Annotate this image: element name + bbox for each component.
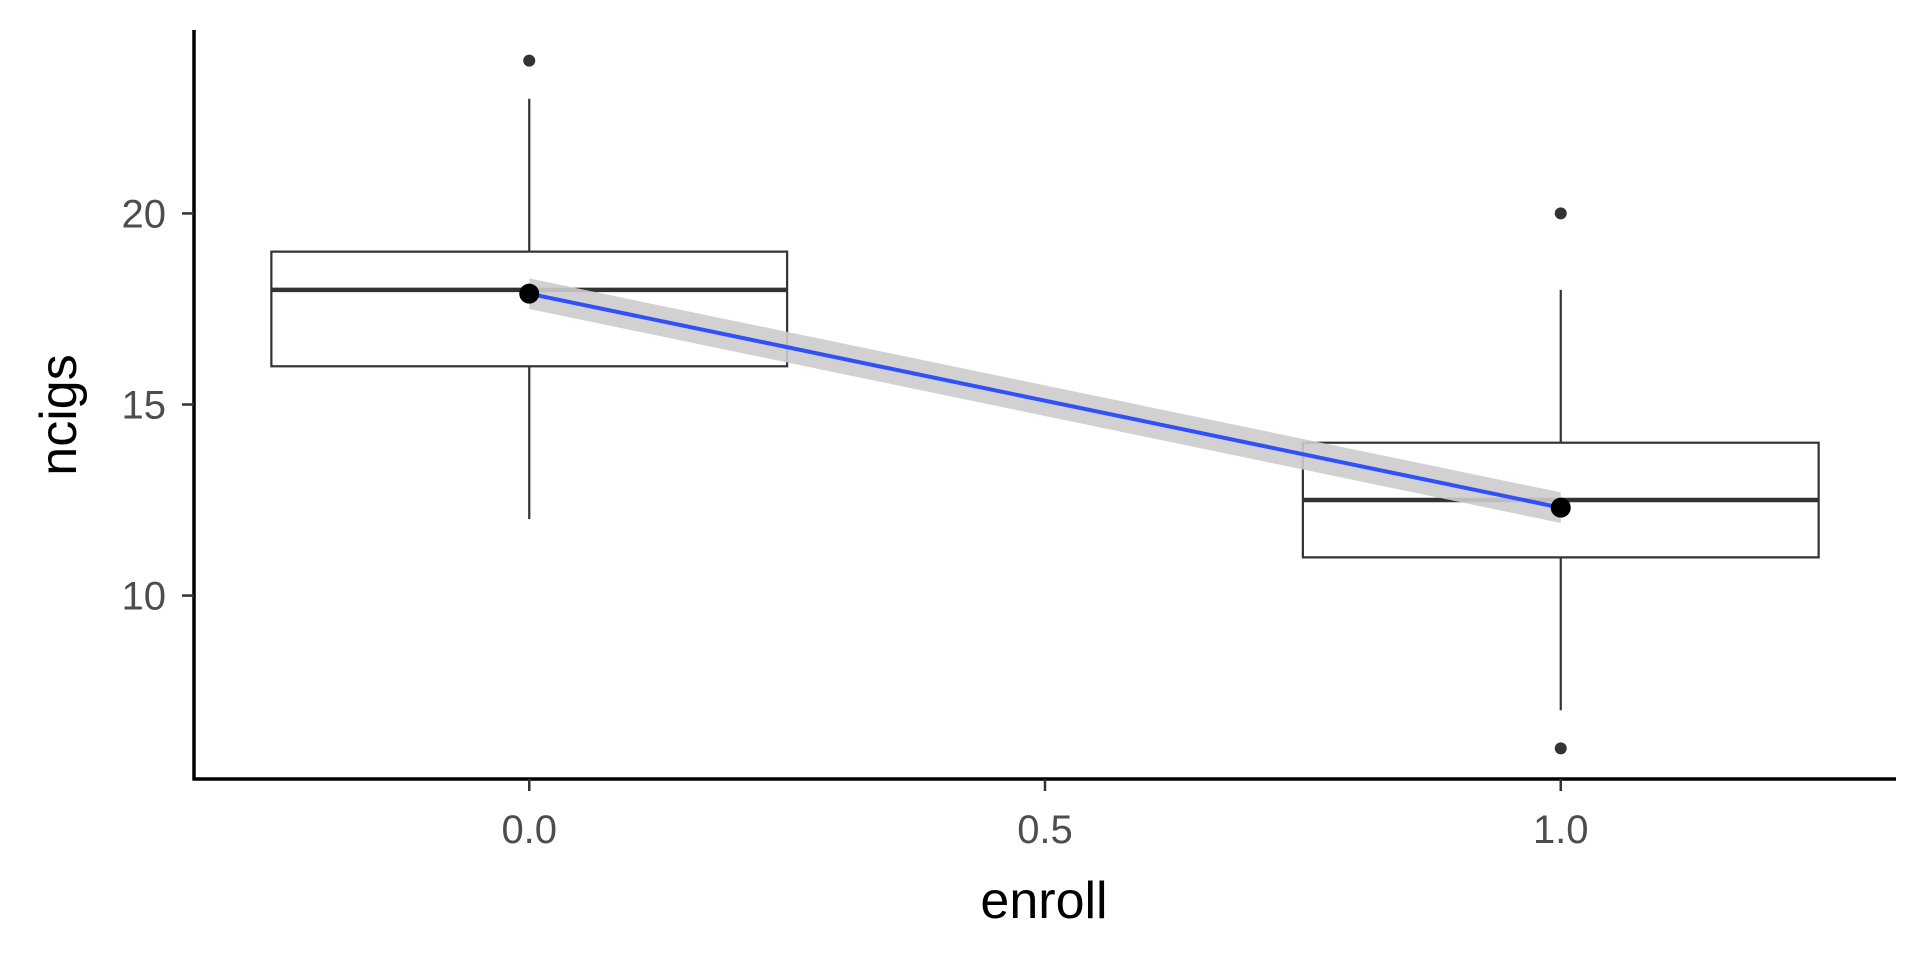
y-tick-label-0: 10 [122, 575, 167, 619]
x-tick-label-1: 0.5 [1017, 808, 1073, 852]
x-tick-label-2: 1.0 [1533, 808, 1589, 852]
outlier-point-1-1 [1554, 742, 1567, 755]
axes: 0.0 0.5 1.0 10 15 20 [122, 30, 1896, 852]
plot-area [270, 54, 1820, 755]
outlier-point-0-0 [523, 54, 536, 67]
x-tick-label-0: 0.0 [501, 808, 557, 852]
regression-line [528, 291, 1562, 510]
outlier-point-1-0 [1554, 207, 1567, 220]
mean-point-0 [519, 283, 540, 304]
y-tick-label-2: 20 [122, 192, 167, 236]
y-tick-label-1: 15 [122, 384, 167, 428]
x-axis-title: enroll [980, 872, 1107, 930]
y-axis-title: ncigs [30, 354, 88, 475]
mean-point-1 [1550, 497, 1571, 518]
